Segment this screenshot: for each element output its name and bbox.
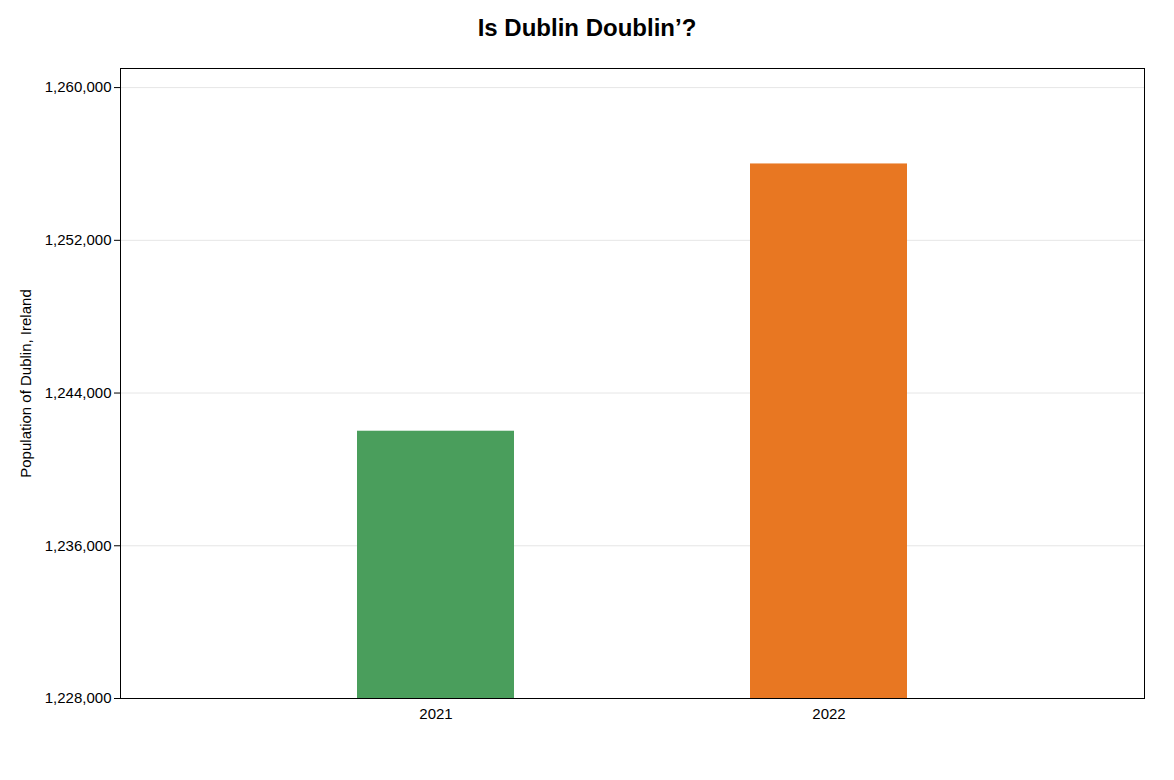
svg-text:1,236,000: 1,236,000 bbox=[45, 537, 112, 554]
svg-text:2021: 2021 bbox=[419, 705, 452, 722]
svg-text:1,260,000: 1,260,000 bbox=[45, 78, 112, 95]
html-text:Is Dublin Doublin’?: Is Dublin Doublin’? bbox=[477, 14, 697, 41]
svg-text:1,228,000: 1,228,000 bbox=[45, 689, 112, 706]
svg-text:1,244,000: 1,244,000 bbox=[45, 384, 112, 401]
svg-text:1,252,000: 1,252,000 bbox=[45, 231, 112, 248]
svg-text:Population of Dublin, Ireland: Population of Dublin, Ireland bbox=[17, 289, 34, 477]
svg-text:2022: 2022 bbox=[812, 705, 845, 722]
